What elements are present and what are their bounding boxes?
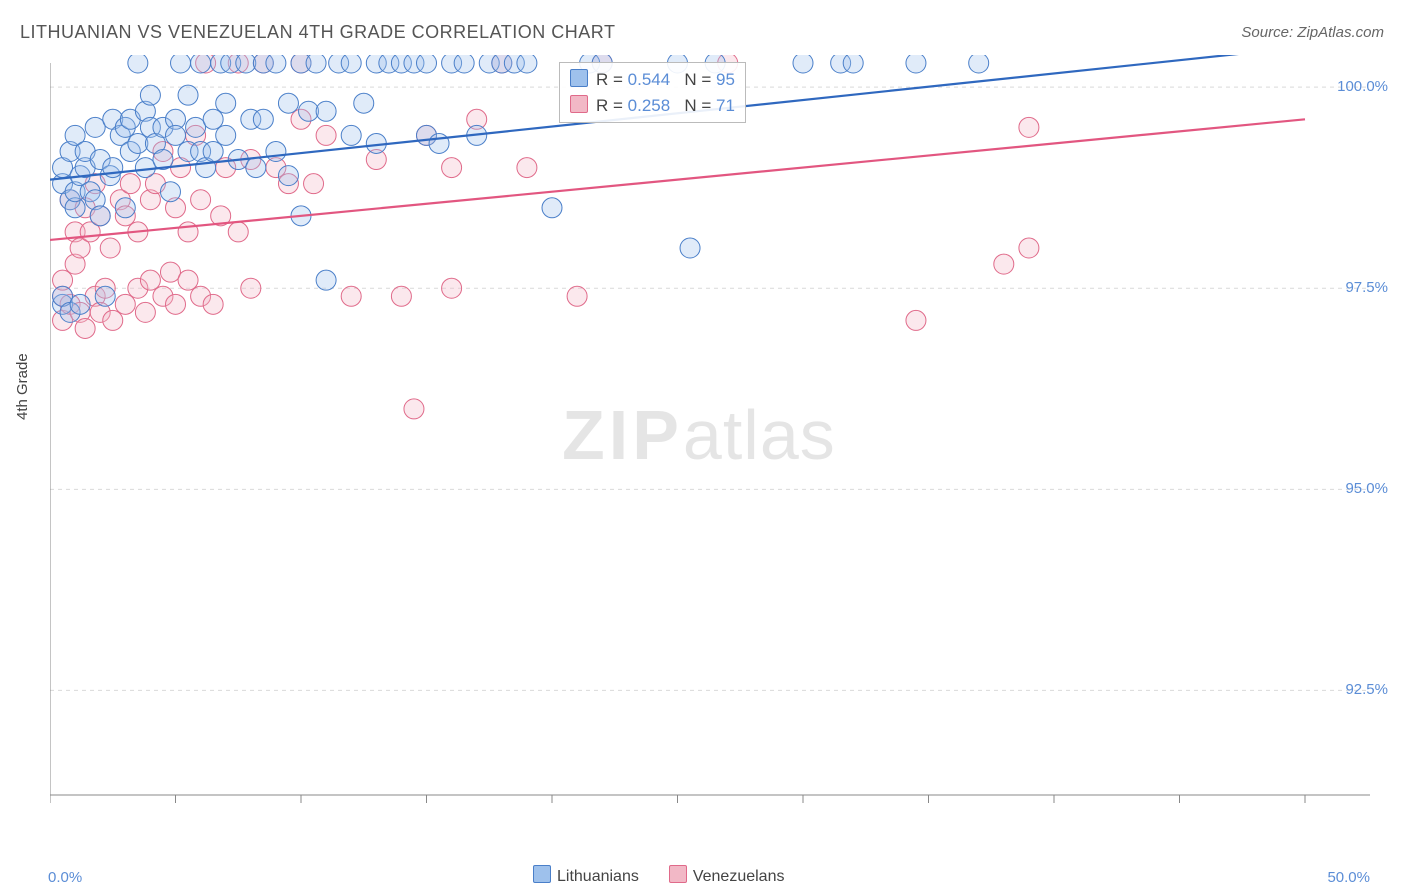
y-tick-label: 95.0% xyxy=(1345,480,1388,497)
y-tick-label: 100.0% xyxy=(1337,78,1388,95)
source-name: ZipAtlas.com xyxy=(1297,24,1384,41)
source-label: Source: ZipAtlas.com xyxy=(1241,24,1384,41)
plot-area xyxy=(50,55,1370,830)
chart-svg xyxy=(50,55,1370,830)
x-tick-label: 0.0% xyxy=(48,869,82,886)
legend-item: Venezuelans xyxy=(669,865,785,886)
stats-legend-box: R = 0.544 N = 95R = 0.258 N = 71 xyxy=(559,62,746,123)
y-tick-label: 92.5% xyxy=(1345,681,1388,698)
series-legend: Lithuanians Venezuelans xyxy=(533,865,784,886)
y-axis-label: 4th Grade xyxy=(14,353,31,420)
stats-row: R = 0.258 N = 71 xyxy=(570,93,735,119)
chart-title: LITHUANIAN VS VENEZUELAN 4TH GRADE CORRE… xyxy=(20,22,615,43)
legend-item: Lithuanians xyxy=(533,865,639,886)
source-prefix: Source: xyxy=(1241,24,1297,41)
y-tick-label: 97.5% xyxy=(1345,279,1388,296)
x-tick-label: 50.0% xyxy=(1327,869,1370,886)
stats-row: R = 0.544 N = 95 xyxy=(570,67,735,93)
